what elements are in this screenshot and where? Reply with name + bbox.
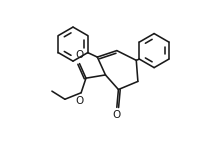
- Text: O: O: [113, 110, 121, 120]
- Text: O: O: [75, 50, 83, 60]
- Text: O: O: [76, 96, 84, 106]
